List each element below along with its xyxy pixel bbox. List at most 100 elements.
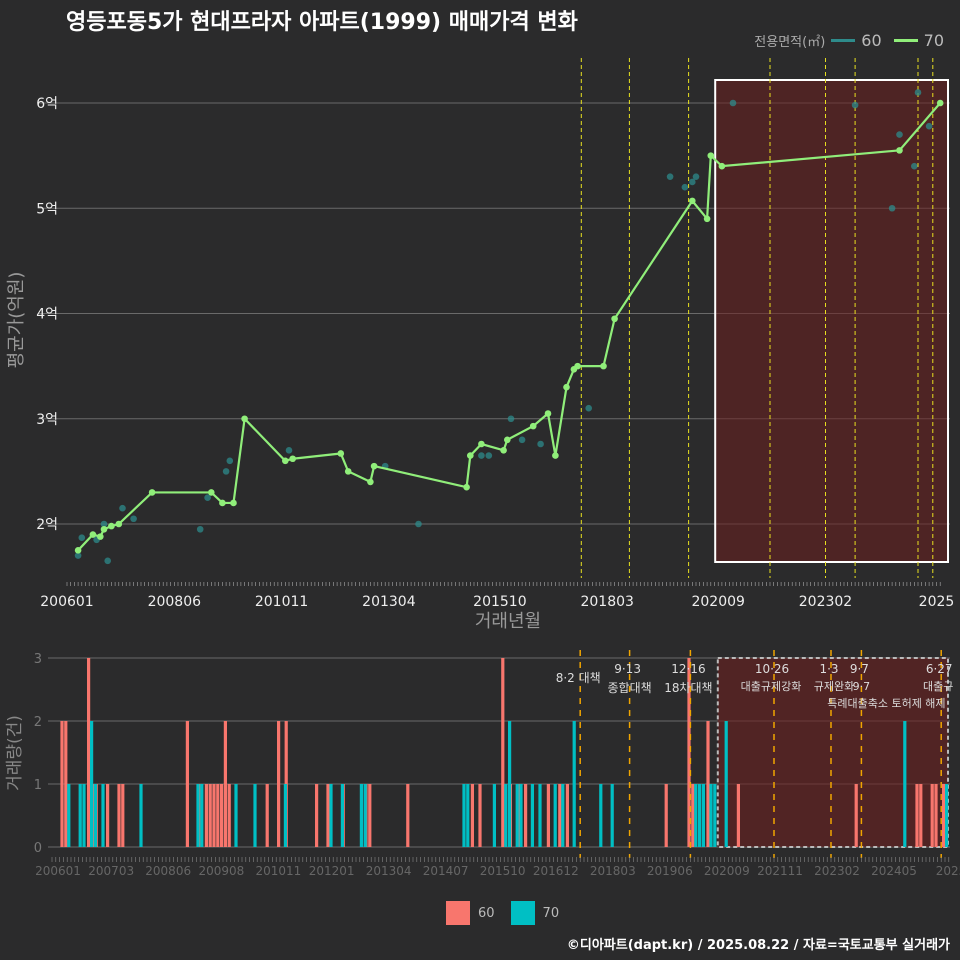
- bar-60: [64, 721, 68, 847]
- annotation-text: 8·2 대책: [556, 670, 601, 685]
- bar-70: [508, 721, 512, 847]
- annotation-date: 6·27: [926, 662, 953, 676]
- bar-60: [501, 658, 505, 847]
- bar-60: [558, 784, 562, 847]
- data-point-60: [914, 89, 922, 96]
- annotation-text: 18차대책: [664, 680, 712, 695]
- bar-60: [212, 784, 216, 847]
- data-point-60: [681, 183, 689, 191]
- y-tick-label: 2: [34, 715, 42, 730]
- legend-top: 전용면적(㎡) 60 70: [754, 31, 950, 50]
- y-tick-label: 0: [34, 841, 42, 856]
- bar-60: [204, 784, 208, 847]
- bar-60: [915, 784, 919, 847]
- bar-60: [265, 784, 269, 847]
- x-tick-label: 201510: [480, 864, 526, 878]
- annotation-text: 대출규: [923, 680, 953, 693]
- x-tick-label: 201407: [423, 864, 469, 878]
- data-point-70: [529, 422, 537, 430]
- bar-60: [934, 784, 938, 847]
- x-tick-label: 202009: [691, 594, 744, 610]
- series-70-line: [77, 102, 942, 552]
- x-tick-label: 201011: [255, 864, 301, 878]
- legend-70-line-icon: [893, 39, 918, 42]
- bar-60: [942, 784, 946, 847]
- annotation-date: 1·3: [819, 662, 838, 676]
- bar-70: [93, 784, 97, 847]
- y-tick-label: 2억: [36, 517, 58, 533]
- data-point-60: [507, 415, 515, 423]
- data-point-70: [282, 457, 289, 465]
- bar-60: [524, 784, 528, 847]
- x-tick-label: 200703: [88, 864, 134, 878]
- x-tick-label: 200806: [145, 864, 191, 878]
- bar-60: [277, 721, 281, 847]
- data-point-60: [204, 494, 211, 501]
- data-point-60: [104, 557, 111, 565]
- x-tick-label: 201201: [309, 864, 355, 878]
- bar-70: [530, 784, 534, 847]
- bar-70: [561, 784, 565, 847]
- data-point-70: [936, 99, 944, 107]
- data-point-60: [692, 173, 700, 180]
- bar-70: [492, 784, 496, 847]
- legend-70-label: 70: [542, 905, 560, 921]
- x-tick-label: 202009: [704, 864, 750, 878]
- data-point-70: [504, 436, 511, 444]
- legend-70-label: 70: [923, 31, 944, 50]
- bar-70: [903, 721, 907, 847]
- bar-70: [713, 784, 717, 847]
- data-point-60: [585, 404, 592, 412]
- bar-70: [363, 784, 367, 847]
- bar-70: [515, 784, 519, 847]
- bar-70: [253, 784, 257, 847]
- data-point-70: [896, 147, 903, 154]
- data-point-60: [100, 520, 108, 528]
- y-tick-label: 3억: [36, 412, 58, 428]
- data-point-70: [370, 462, 378, 470]
- data-point-70: [478, 440, 485, 448]
- data-point-70: [467, 452, 474, 459]
- bar-60: [565, 784, 569, 847]
- data-point-70: [74, 547, 82, 554]
- bar-70: [101, 784, 105, 847]
- bar-60: [223, 721, 227, 847]
- x-axis-title: 거래년월: [475, 611, 541, 632]
- data-point-60: [911, 162, 918, 170]
- data-point-60: [196, 525, 204, 533]
- data-point-60: [130, 515, 137, 523]
- x-tick-label: 201304: [362, 594, 416, 610]
- y-tick-label: 1: [34, 778, 42, 793]
- y-tick-label: 6억: [36, 96, 58, 112]
- data-point-60: [729, 99, 737, 107]
- bar-60: [687, 658, 691, 847]
- data-point-70: [344, 468, 352, 475]
- bar-60: [368, 784, 372, 847]
- data-point-70: [463, 483, 470, 491]
- x-tick-label: 201510: [473, 594, 526, 610]
- annotation-date: 12·16: [671, 662, 705, 676]
- y-tick-label: 3: [34, 652, 42, 667]
- bar-70: [709, 784, 713, 847]
- bar-60: [60, 721, 64, 847]
- bar-60: [185, 721, 189, 847]
- bar-70: [283, 784, 287, 847]
- bar-70: [572, 721, 576, 847]
- bar-70: [462, 784, 466, 847]
- bar-60: [406, 784, 410, 847]
- data-point-60: [925, 122, 933, 130]
- bar-70: [724, 721, 728, 847]
- bar-60: [470, 784, 474, 847]
- x-tick-label: 201803: [590, 864, 636, 878]
- data-point-60: [888, 204, 896, 212]
- bar-70: [945, 784, 949, 847]
- data-point-70: [97, 533, 104, 540]
- data-point-70: [89, 531, 97, 538]
- bar-70: [196, 784, 200, 847]
- data-point-60: [222, 468, 230, 475]
- annotation-date: 9·7: [853, 680, 871, 693]
- x-tick-label: 200806: [148, 594, 202, 610]
- annotation-text: 대출규제강화: [741, 680, 802, 693]
- bar-70: [599, 784, 603, 847]
- x-tick-label: 202405: [871, 864, 917, 878]
